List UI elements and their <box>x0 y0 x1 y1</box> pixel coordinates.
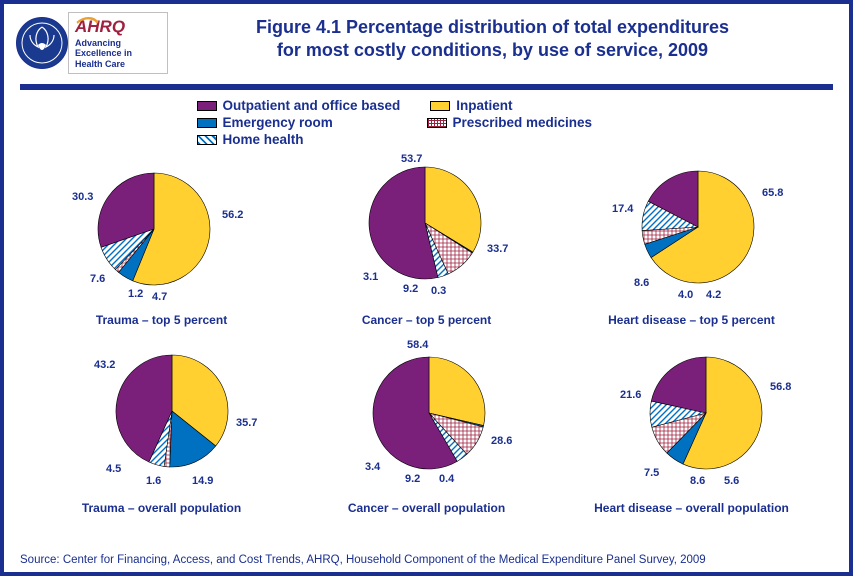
ahrq-title: ⌒ AHRQ <box>75 17 159 37</box>
data-label: 17.4 <box>612 203 633 215</box>
legend-home: Home health <box>197 132 397 147</box>
data-label: 1.2 <box>128 288 143 300</box>
swatch-er-icon <box>197 118 217 128</box>
data-label: 8.6 <box>634 277 649 289</box>
header-divider <box>20 84 833 90</box>
data-label: 56.8 <box>770 381 791 393</box>
pie-chart: 65.8 4.2 4.0 8.6 17.4 Heart disease – top 5 p… <box>564 151 819 331</box>
swatch-rx-icon <box>427 118 447 128</box>
data-label: 3.1 <box>363 271 378 283</box>
data-label: 65.8 <box>762 187 783 199</box>
legend-inpatient: Inpatient <box>430 98 630 113</box>
chart-caption: Heart disease – top 5 percent <box>564 313 819 327</box>
data-label: 8.6 <box>690 475 705 487</box>
swatch-inpatient-icon <box>430 101 450 111</box>
chart-caption: Heart disease – overall population <box>564 501 819 515</box>
header: ⌒ AHRQ Advancing Excellence in Health Ca… <box>4 4 849 80</box>
chart-caption: Trauma – overall population <box>34 501 289 515</box>
data-label: 21.6 <box>620 389 641 401</box>
hhs-seal-icon <box>16 17 68 69</box>
figure-title: Figure 4.1 Percentage distribution of to… <box>168 12 837 63</box>
swatch-home-icon <box>197 135 217 145</box>
data-label: 4.5 <box>106 463 121 475</box>
source-note: Source: Center for Financing, Access, an… <box>20 554 833 566</box>
data-label: 33.7 <box>487 243 508 255</box>
data-label: 3.4 <box>365 461 380 473</box>
data-label: 9.2 <box>405 473 420 485</box>
ahrq-arc-icon: ⌒ <box>73 11 95 43</box>
legend: Outpatient and office based Inpatient Em… <box>197 98 657 149</box>
data-label: 4.7 <box>152 291 167 303</box>
data-label: 56.2 <box>222 209 243 221</box>
chart-caption: Cancer – top 5 percent <box>299 313 554 327</box>
chart-caption: Cancer – overall population <box>299 501 554 515</box>
data-label: 7.5 <box>644 467 659 479</box>
data-label: 43.2 <box>94 359 115 371</box>
pie-chart: 33.7 0.3 9.2 3.1 53.7 Cancer – top 5 percent <box>299 151 554 331</box>
data-label: 4.2 <box>706 289 721 301</box>
legend-outpatient: Outpatient and office based <box>197 98 401 113</box>
pie-chart: 28.6 0.4 9.2 3.4 58.4 Cancer – overall popula… <box>299 339 554 519</box>
data-label: 9.2 <box>403 283 418 295</box>
data-label: 5.6 <box>724 475 739 487</box>
pie-chart: 56.8 5.6 8.6 7.5 21.6 Heart disease – overall… <box>564 339 819 519</box>
pie-chart: 56.2 4.7 1.2 7.6 30.3 Trauma – top 5 percent <box>34 151 289 331</box>
ahrq-logo: ⌒ AHRQ Advancing Excellence in Health Ca… <box>68 12 168 74</box>
swatch-outpatient-icon <box>197 101 217 111</box>
data-label: 53.7 <box>401 153 422 165</box>
figure-frame: ⌒ AHRQ Advancing Excellence in Health Ca… <box>0 0 853 576</box>
pie-chart: 35.7 14.9 1.6 4.5 43.2 Trauma – overall popul… <box>34 339 289 519</box>
data-label: 58.4 <box>407 339 428 351</box>
data-label: 28.6 <box>491 435 512 447</box>
logo-block: ⌒ AHRQ Advancing Excellence in Health Ca… <box>16 12 168 74</box>
data-label: 7.6 <box>90 273 105 285</box>
data-label: 4.0 <box>678 289 693 301</box>
chart-caption: Trauma – top 5 percent <box>34 313 289 327</box>
data-label: 14.9 <box>192 475 213 487</box>
data-label: 0.4 <box>439 473 454 485</box>
data-label: 0.3 <box>431 285 446 297</box>
charts-grid: 56.2 4.7 1.2 7.6 30.3 Trauma – top 5 percent 3… <box>4 151 849 519</box>
data-label: 35.7 <box>236 417 257 429</box>
data-label: 30.3 <box>72 191 93 203</box>
legend-rx: Prescribed medicines <box>427 115 627 130</box>
data-label: 1.6 <box>146 475 161 487</box>
legend-er: Emergency room <box>197 115 397 130</box>
